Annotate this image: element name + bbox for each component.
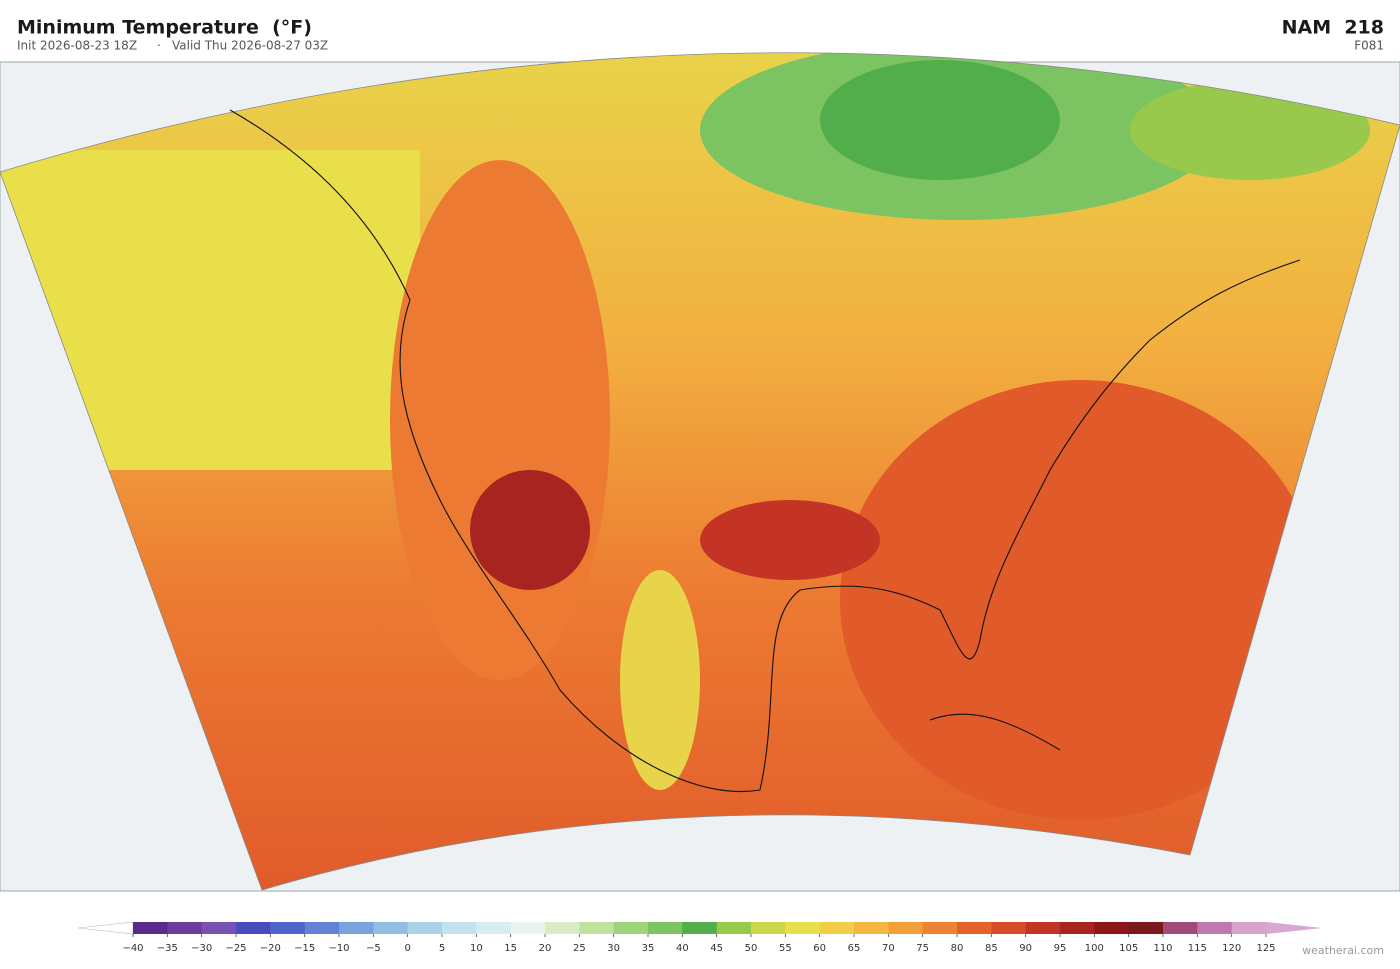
colorbar-segment	[922, 922, 958, 934]
colorbar-tick-label: −10	[328, 943, 349, 954]
colorbar-tick-label: 90	[1019, 943, 1032, 954]
separator: ·	[157, 39, 161, 53]
colorbar-tick-label: 75	[916, 943, 929, 954]
colorbar-segment	[751, 922, 786, 934]
colorbar-tick-label: −30	[191, 943, 212, 954]
colorbar-segment	[957, 922, 992, 934]
colorbar-segment	[373, 922, 409, 934]
colorbar-tick-label: 40	[676, 943, 689, 954]
colorbar-tick-label: 10	[470, 943, 483, 954]
colorbar-segment	[407, 922, 443, 934]
domain-edge	[0, 52, 1400, 891]
colorbar-segment	[167, 922, 203, 934]
colorbar-segment	[854, 922, 889, 934]
coastline	[229, 109, 1301, 792]
credit: weatherai.com	[1302, 944, 1384, 957]
init-time: Init 2026-08-23 18Z	[17, 39, 137, 53]
colorbar-tick-label: −15	[294, 943, 315, 954]
desert-hot	[470, 470, 590, 590]
colorbar-segment	[510, 922, 546, 934]
colorbar-tick-label: 80	[951, 943, 964, 954]
colorbar-segment	[648, 922, 683, 934]
colorbar-segment	[682, 922, 718, 934]
colorbar-segment	[888, 922, 924, 934]
colorbar-segment	[1060, 922, 1095, 934]
colorbar-segment	[785, 922, 821, 934]
colorbar-tick-label: 5	[439, 943, 445, 954]
colorbar-tick-label: −40	[122, 943, 143, 954]
colorbar-tick-label: 45	[710, 943, 723, 954]
colorbar-tick-label: 60	[813, 943, 826, 954]
colorbar-segment	[270, 922, 306, 934]
colorbar-tick-label: 115	[1188, 943, 1207, 954]
colorbar-segment	[545, 922, 580, 934]
rockies	[390, 160, 610, 680]
colorbar-tick-label: 85	[985, 943, 998, 954]
colorbar-over	[1266, 922, 1322, 934]
colorbar-segment	[1231, 922, 1267, 934]
colorbar-tick-label: 30	[607, 943, 620, 954]
forecast-hour: F081	[1354, 39, 1384, 53]
colorbar-segment	[991, 922, 1027, 934]
colorbar-segment	[442, 922, 477, 934]
colorbar-tick-label: −35	[157, 943, 178, 954]
colorbar-segment	[1094, 922, 1130, 934]
colorbar-tick-label: 105	[1119, 943, 1138, 954]
title: Minimum Temperature (°F)	[17, 17, 312, 39]
mexico-highlands	[620, 570, 700, 790]
colorbar-segment	[133, 922, 168, 934]
colorbar-segment	[613, 922, 649, 934]
colorbar-tick-label: 100	[1085, 943, 1104, 954]
hudson-green	[820, 60, 1060, 180]
colorbar: −40 −35 −30 −25 −20 −15 −10 −5 0 5 10 15 20 25 30 35 40 4…	[77, 921, 1322, 954]
map	[0, 52, 1400, 892]
colorbar-tick-label: 65	[848, 943, 861, 954]
colorbar-tick-label: 55	[779, 943, 792, 954]
colorbar-segment	[1163, 922, 1198, 934]
colorbar-tick-label: 120	[1222, 943, 1241, 954]
colorbar-tick-label: 35	[642, 943, 655, 954]
colorbar-tick-label: 0	[404, 943, 410, 954]
colorbar-tick-label: 50	[745, 943, 758, 954]
texas-hot	[700, 500, 880, 580]
colorbar-segment	[579, 922, 615, 934]
valid-time: Valid Thu 2026-08-27 03Z	[172, 39, 328, 53]
colorbar-tick-label: −20	[260, 943, 281, 954]
colorbar-segment	[1197, 922, 1233, 934]
colorbar-segment	[236, 922, 271, 934]
colorbar-segment	[819, 922, 855, 934]
colorbar-segment	[476, 922, 512, 934]
colorbar-segment	[1025, 922, 1061, 934]
colorbar-under	[77, 921, 134, 935]
colorbar-segment	[304, 922, 340, 934]
temperature-field	[0, 52, 1400, 890]
colorbar-tick-label: −5	[366, 943, 381, 954]
colorbar-segment	[201, 922, 237, 934]
colorbar-segment	[1128, 922, 1164, 934]
colorbar-tick-label: 20	[539, 943, 552, 954]
colorbar-tick-label: 110	[1153, 943, 1172, 954]
colorbar-segment	[716, 922, 752, 934]
colorbar-segment	[339, 922, 374, 934]
colorbar-tick-label: 95	[1054, 943, 1067, 954]
cuba	[929, 713, 1061, 751]
atlantic-warm	[840, 380, 1320, 820]
colorbar-tick-label: 70	[882, 943, 895, 954]
colorbar-tick-label: 25	[573, 943, 586, 954]
colorbar-tick-label: 125	[1256, 943, 1275, 954]
colorbar-tick-label: 15	[504, 943, 517, 954]
colorbar-tick-label: −25	[225, 943, 246, 954]
model: NAM 218	[1282, 17, 1384, 39]
